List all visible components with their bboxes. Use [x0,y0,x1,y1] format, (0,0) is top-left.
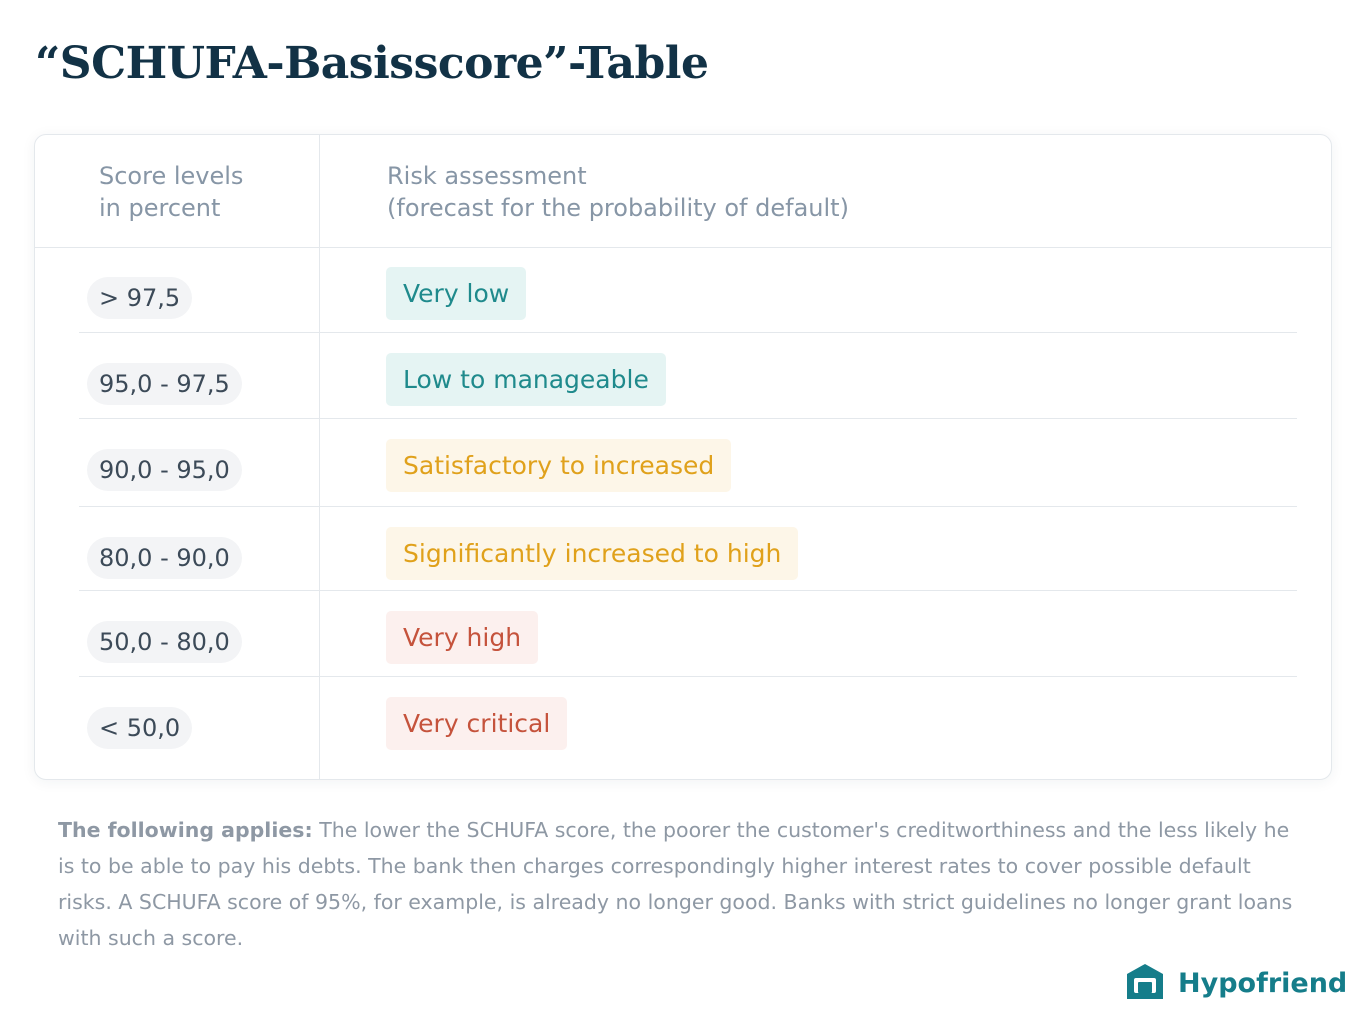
row-divider [79,506,1297,507]
footnote-lead: The following applies: [58,818,313,842]
house-icon [1124,962,1166,1006]
risk-badge: Very high [386,611,539,664]
footnote: The following applies: The lower the SCH… [58,812,1308,956]
risk-badge: Satisfactory to increased [386,439,732,492]
table-row: 80,0 - 90,0 Significantly increased to h… [35,507,1331,591]
header-risk-assessment: Risk assessment (forecast for the probab… [387,160,849,224]
table-header: Score levels in percent Risk assessment … [35,135,1331,248]
table-row: 50,0 - 80,0 Very high [35,591,1331,677]
row-divider [79,332,1297,333]
score-level: < 50,0 [87,707,193,749]
table-row: 95,0 - 97,5 Low to manageable [35,333,1331,419]
brand-name: Hypofriend [1178,968,1348,999]
table-row: 90,0 - 95,0 Satisfactory to increased [35,419,1331,507]
header-score-line1: Score levels [99,162,244,190]
score-level: 50,0 - 80,0 [87,621,242,663]
row-divider [79,418,1297,419]
header-score-levels: Score levels in percent [99,160,243,224]
score-level: 95,0 - 97,5 [87,363,242,405]
column-divider [319,135,320,779]
row-divider [79,676,1297,677]
score-level: 80,0 - 90,0 [87,537,242,579]
footnote-text: The lower the SCHUFA score, the poorer t… [58,818,1293,950]
risk-badge: Significantly increased to high [386,527,799,580]
table-row: > 97,5 Very low [35,247,1331,333]
header-risk-line2: (forecast for the probability of default… [387,194,849,222]
schufa-table: Score levels in percent Risk assessment … [34,134,1332,780]
row-divider [79,590,1297,591]
risk-badge: Very critical [386,697,568,750]
score-level: > 97,5 [87,277,193,319]
score-level: 90,0 - 95,0 [87,449,242,491]
page-title: “SCHUFA-Basisscore”-Table [35,38,709,89]
risk-badge: Low to manageable [386,353,666,406]
risk-badge: Very low [386,267,527,320]
header-risk-line1: Risk assessment [387,162,587,190]
header-score-line2: in percent [99,194,221,222]
table-row: < 50,0 Very critical [35,677,1331,763]
